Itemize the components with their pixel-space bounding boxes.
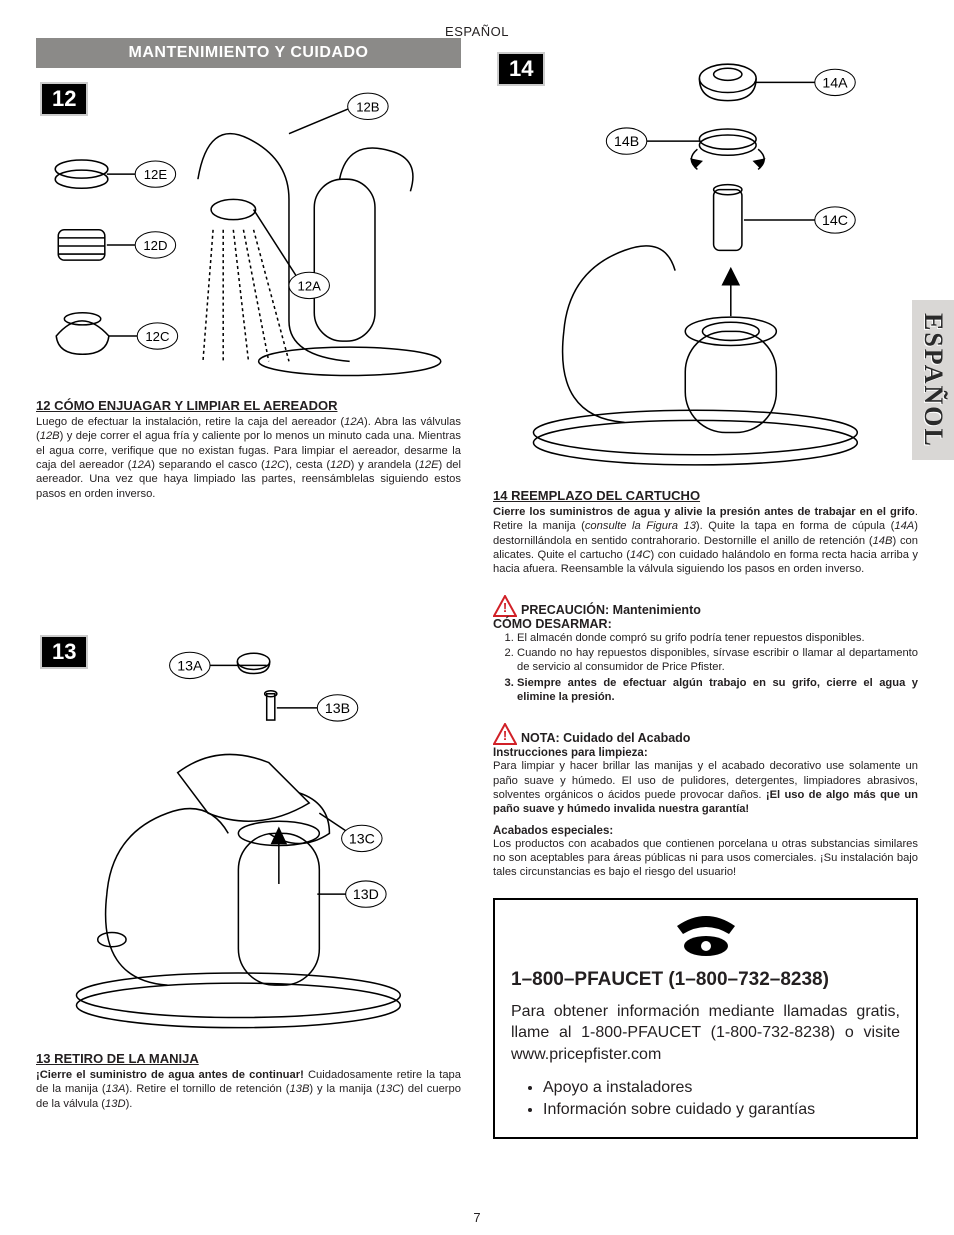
- callout-12A: 12A: [298, 278, 322, 293]
- figure-12-diagram: 12E 12D 12C 12A 12B: [36, 78, 461, 382]
- note-finish-row: ! NOTA: Cuidado del Acabado: [493, 723, 918, 745]
- warning-icon: !: [493, 723, 517, 745]
- step-14-body: Cierre los suministros de agua y alivie …: [493, 505, 918, 577]
- right-column: 14: [489, 24, 918, 1139]
- figure-14-number: 14: [497, 52, 545, 86]
- callout-14C: 14C: [822, 213, 848, 229]
- figure-12-number: 12: [40, 82, 88, 116]
- caution-disassemble-heading: CÓMO DESARMAR:: [493, 617, 918, 631]
- note-cleaning-subheading: Instrucciones para limpieza:: [493, 747, 918, 759]
- figure-12: 12: [36, 78, 461, 388]
- page-number: 7: [473, 1210, 480, 1225]
- callout-13C: 13C: [349, 831, 375, 847]
- callout-12B: 12B: [356, 99, 380, 114]
- callout-14B: 14B: [614, 134, 639, 150]
- page-content: MANTENIMIENTO Y CUIDADO 12: [0, 0, 954, 1159]
- callout-12E: 12E: [144, 167, 168, 182]
- section-title: MANTENIMIENTO Y CUIDADO: [36, 38, 461, 68]
- svg-text:!: !: [503, 600, 507, 615]
- contact-bullet-list: Apoyo a instaladores Información sobre cu…: [511, 1079, 900, 1119]
- step-13-body: ¡Cierre el suministro de agua antes de c…: [36, 1068, 461, 1111]
- figure-14: 14: [493, 48, 918, 478]
- callout-14A: 14A: [822, 75, 848, 91]
- caution-maintenance-row: ! PRECAUCIÓN: Mantenimiento: [493, 595, 918, 617]
- callout-13B: 13B: [325, 701, 350, 717]
- note-cleaning-body: Para limpiar y hacer brillar las manijas…: [493, 759, 918, 816]
- figure-13: 13: [36, 631, 461, 1041]
- contact-body-text: Para obtener información mediante llamad…: [511, 1001, 900, 1066]
- warning-icon: !: [493, 595, 517, 617]
- callout-13D: 13D: [353, 887, 379, 903]
- callout-13A: 13A: [177, 658, 203, 674]
- figure-14-diagram: 14A 14B 14C: [493, 48, 918, 473]
- callout-12D: 12D: [143, 238, 167, 253]
- note-finish-heading: NOTA: Cuidado del Acabado: [521, 731, 690, 745]
- svg-text:!: !: [503, 728, 507, 743]
- callout-12C: 12C: [145, 329, 169, 344]
- caution-maintenance-heading: PRECAUCIÓN: Mantenimiento: [521, 603, 701, 617]
- figure-13-number: 13: [40, 635, 88, 669]
- note-special-body: Los productos con acabados que contienen…: [493, 837, 918, 880]
- step-12-heading: 12 CÓMO ENJUAGAR Y LIMPIAR EL AEREADOR: [36, 398, 461, 413]
- caution-list-item: Siempre antes de efectuar algún trabajo …: [517, 676, 918, 705]
- step-13-heading: 13 RETIRO DE LA MANIJA: [36, 1051, 461, 1066]
- caution-list: El almacén donde compró su grifo podría …: [517, 631, 918, 706]
- contact-bullet-item: Apoyo a instaladores: [543, 1079, 900, 1097]
- left-column: MANTENIMIENTO Y CUIDADO 12: [36, 24, 465, 1139]
- caution-list-item: Cuando no hay repuestos disponibles, sír…: [517, 646, 918, 675]
- note-special-subheading: Acabados especiales:: [493, 825, 918, 837]
- contact-phone-title: 1–800–PFAUCET (1–800–732–8238): [511, 969, 900, 991]
- contact-bullet-item: Información sobre cuidado y garantías: [543, 1101, 900, 1119]
- step-12-body: Luego de efectuar la instalación, retire…: [36, 415, 461, 501]
- caution-list-item: El almacén donde compró su grifo podría …: [517, 631, 918, 645]
- figure-13-diagram: 13A 13B 13C 13D: [36, 631, 461, 1036]
- step-14-heading: 14 REEMPLAZO DEL CARTUCHO: [493, 488, 918, 503]
- contact-box: 1–800–PFAUCET (1–800–732–8238) Para obte…: [493, 898, 918, 1140]
- telephone-icon: [671, 912, 741, 956]
